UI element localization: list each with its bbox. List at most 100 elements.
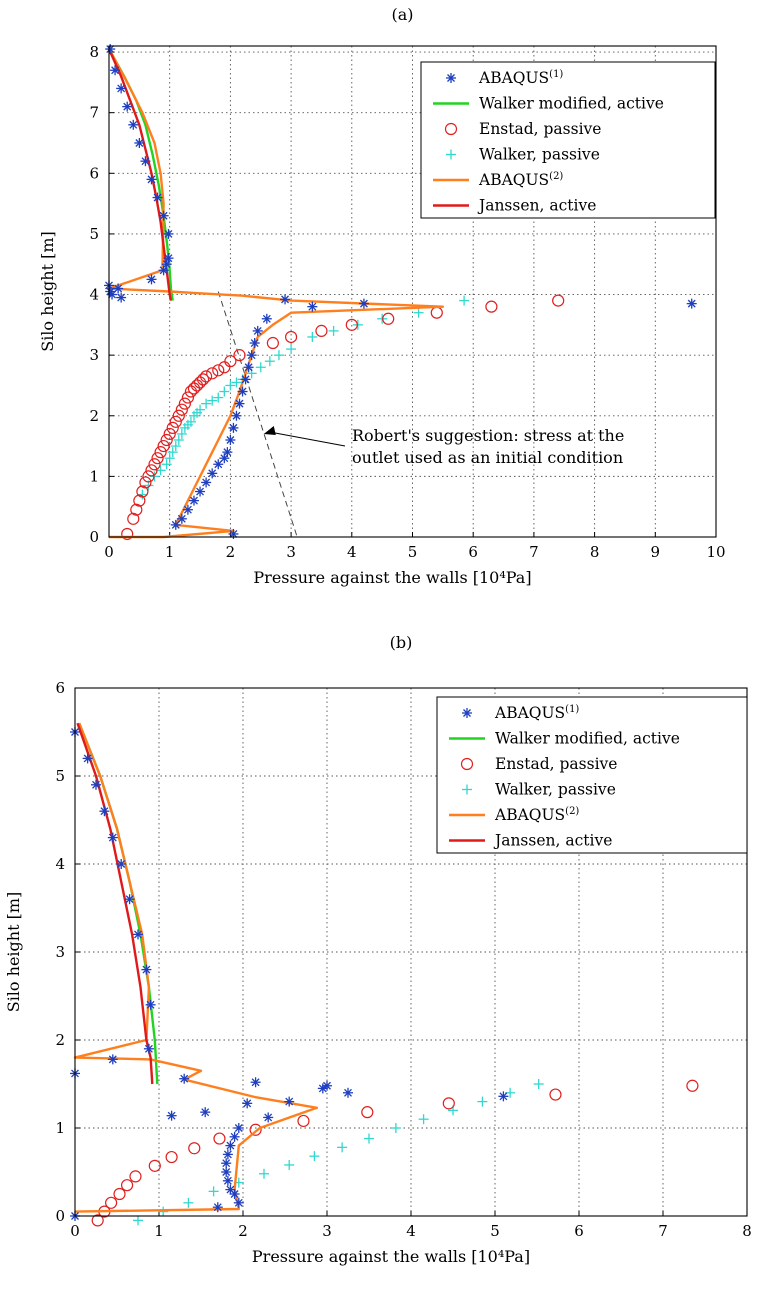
data-point: [161, 459, 172, 470]
data-point: [167, 447, 178, 458]
data-point: [225, 435, 236, 446]
x-tick-label: 10: [706, 543, 725, 561]
data-point: [358, 298, 369, 309]
data-point: [173, 435, 184, 446]
data-point: [225, 1140, 236, 1151]
data-point: [178, 397, 191, 410]
data-point: [286, 344, 297, 355]
data-point: [146, 174, 157, 185]
data-point: [164, 453, 175, 464]
data-point: [195, 486, 206, 497]
data-point: [212, 364, 225, 377]
y-tick-label: 0: [55, 1207, 65, 1225]
series-line: [73, 722, 319, 1213]
y-tick-label: 3: [55, 943, 65, 961]
data-point: [152, 192, 163, 203]
data-point: [444, 122, 458, 136]
data-point: [145, 999, 156, 1010]
plot-area: [70, 722, 699, 1227]
data-point: [213, 459, 224, 470]
data-point: [328, 325, 339, 336]
legend-label: Walker, passive: [495, 781, 616, 799]
data-point: [337, 1142, 348, 1153]
data-point: [116, 83, 127, 94]
data-point: [145, 464, 158, 477]
data-point: [364, 1133, 374, 1144]
data-point: [549, 1088, 562, 1101]
data-point: [280, 294, 291, 305]
plot-area: [104, 44, 697, 541]
data-point: [498, 1091, 509, 1102]
series-janssen-active: [76, 722, 154, 1085]
data-point: [273, 350, 284, 361]
data-point: [158, 1206, 169, 1217]
data-point: [361, 1106, 374, 1119]
data-point: [207, 468, 218, 479]
legend-label: Walker modified, active: [479, 95, 664, 113]
data-point: [136, 485, 149, 498]
data-point: [206, 367, 219, 380]
data-point: [124, 894, 135, 905]
legend-label: Enstad, passive: [495, 755, 617, 773]
data-point: [413, 307, 424, 318]
data-point: [462, 784, 472, 795]
data-point: [284, 1096, 295, 1107]
data-point: [266, 336, 279, 350]
chart-panel-b: (b) 0 1 2 3 4 5 6 7 8 0 1 2 3 4 5 6 Pressure against the …: [4, 633, 752, 1266]
plot-frame: [74, 687, 748, 1217]
data-point: [240, 374, 251, 385]
data-point: [231, 377, 242, 388]
x-tick-label: 3: [322, 1222, 332, 1240]
data-point: [255, 362, 266, 373]
legend-label: Enstad, passive: [479, 120, 601, 138]
data-point: [151, 452, 164, 465]
data-point: [148, 1159, 161, 1172]
data-point: [686, 298, 697, 309]
legend: ABAQUS(1) Walker modified, active Enstad, …: [420, 61, 716, 219]
data-point: [222, 1149, 233, 1160]
series-enstad-passive: [121, 294, 565, 541]
data-point: [317, 1083, 328, 1094]
data-point: [442, 1097, 455, 1110]
legend-entry: Walker modified, active: [449, 730, 680, 748]
robert-suggestion-line: [217, 291, 298, 538]
y-axis-label: Silo height [m]: [4, 892, 23, 1013]
data-point: [259, 1168, 269, 1179]
series-abaqus-1-: [70, 727, 509, 1221]
data-point: [533, 1079, 544, 1089]
y-tick-label: 4: [89, 286, 99, 304]
data-point: [158, 265, 169, 276]
data-point: [129, 1170, 142, 1183]
data-point: [459, 295, 470, 306]
data-point: [264, 356, 275, 367]
data-point: [213, 1132, 226, 1145]
legend-box: [436, 696, 748, 854]
x-tick-label: 5: [490, 1222, 500, 1240]
data-point: [133, 929, 143, 940]
data-point: [165, 1150, 178, 1164]
data-point: [552, 294, 565, 307]
data-point: [181, 391, 195, 404]
x-tick-label: 7: [658, 1222, 668, 1240]
legend-entry: ABAQUS(2): [433, 171, 563, 189]
series-abaqus-2-: [73, 722, 319, 1213]
data-point: [446, 73, 456, 83]
series-enstad-passive: [91, 1079, 699, 1227]
data-point: [201, 477, 212, 488]
x-tick-label: 4: [347, 543, 357, 561]
data-point: [243, 362, 254, 373]
data-point: [263, 1112, 274, 1123]
chart-panel-a: (a) 0 1 2 3 4 5 6 7 8 9 10 0 1 2 3 4 5 6 7 8 Pressure against…: [38, 5, 726, 587]
data-point: [221, 1158, 232, 1169]
data-point: [477, 1096, 488, 1107]
data-point: [222, 1175, 233, 1186]
legend-label: Walker modified, active: [495, 730, 680, 748]
data-point: [200, 370, 213, 383]
data-point: [261, 313, 272, 324]
x-tick-label: 4: [406, 1222, 416, 1240]
y-tick-label: 2: [89, 407, 99, 425]
legend-label: Janssen, active: [477, 197, 596, 215]
data-point: [176, 428, 187, 439]
panel-label: (b): [390, 633, 413, 652]
panel-label: (a): [391, 5, 413, 24]
